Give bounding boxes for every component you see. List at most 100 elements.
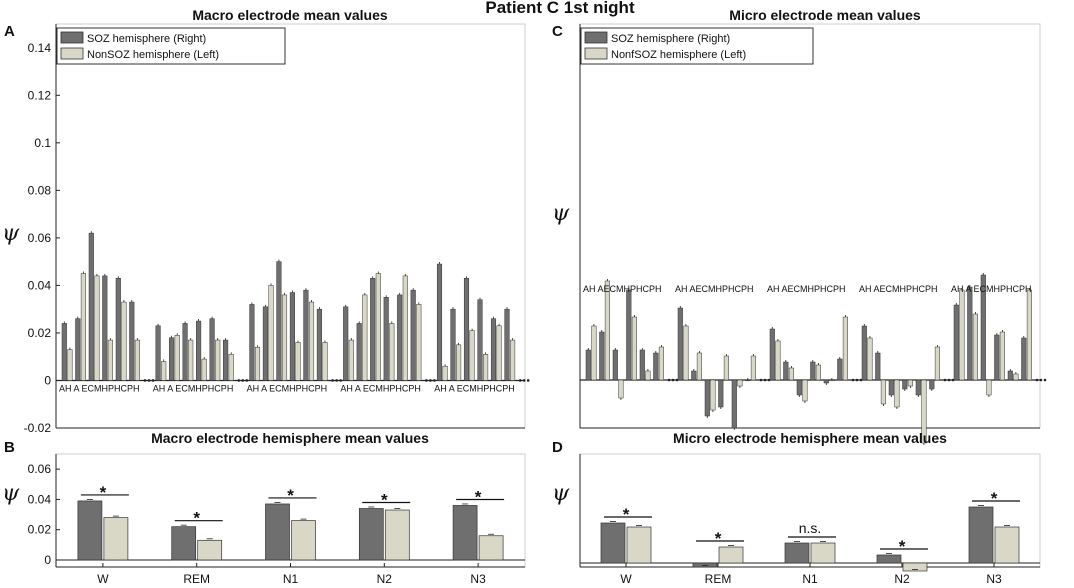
bar-n3-ah-soz: [436, 263, 443, 381]
x-tick-label-rem: REM: [183, 572, 210, 586]
separator-dot: [859, 378, 863, 382]
bar-n2-ec-nonsoz: [375, 273, 381, 381]
bar-w-ec-soz: [612, 349, 618, 381]
bar-w-nonsoz: [103, 517, 129, 561]
bar-w-a-nonsoz: [80, 273, 86, 381]
bar-w-phc-soz: [115, 278, 121, 381]
bar-n2-soz: [358, 508, 384, 561]
bar-n1-ph-soz: [837, 358, 843, 381]
region-labels-w: AH A ECMHPHCPH: [59, 383, 140, 393]
significance-star: *: [193, 509, 200, 528]
bar-n2-ph-soz: [410, 289, 416, 381]
x-tick-label-n1: N1: [802, 572, 818, 586]
bar-n1-ec-nonsoz: [281, 294, 288, 381]
panel-letter: C: [552, 23, 563, 40]
separator-dot: [143, 379, 147, 382]
bar-w-ah-nonsoz: [591, 325, 597, 381]
bar-w-ec-nonsoz: [618, 379, 624, 399]
bar-n2-mh-soz: [902, 379, 908, 390]
bar-n1-a-nonsoz: [268, 285, 274, 381]
bar-n2-phc-soz: [397, 294, 403, 381]
bar-n1-soz: [784, 542, 810, 564]
y-tick-label: 0.02: [28, 523, 52, 537]
legend-label-soz: SOZ hemisphere (Right): [87, 33, 206, 45]
bar-rem-ec-soz: [182, 323, 188, 381]
bar-w-mh-nonsoz: [631, 316, 637, 381]
bar-n3-ph-soz: [504, 308, 510, 381]
bar-rem-a-soz: [691, 370, 697, 381]
bar-n2-ph-nonsoz: [934, 346, 940, 381]
bar-n3-ah-soz: [953, 304, 959, 381]
separator-dot: [241, 379, 245, 382]
panel-title: Macro electrode hemisphere mean values: [151, 430, 429, 446]
x-tick-label-rem: REM: [705, 572, 732, 586]
significance-ns: n.s.: [799, 520, 822, 536]
bar-w-soz: [600, 522, 626, 564]
bar-w-nonsoz: [626, 526, 652, 564]
bar-rem-a-nonsoz: [174, 335, 180, 381]
region-labels-w: AH AECMHPHCPH: [583, 284, 662, 294]
bar-n3-ph-nonsoz: [510, 339, 516, 381]
separator-dot: [425, 379, 428, 382]
separator-dot: [518, 379, 522, 382]
y-tick-label: 0.06: [28, 231, 52, 245]
bar-n3-ec-nonsoz: [469, 330, 475, 381]
bar-n2-nonsoz: [902, 562, 928, 572]
bar-n1-ec-soz: [276, 261, 282, 381]
region-labels-n3: AH A ECMHPHCPH: [434, 383, 515, 393]
x-tick-label-w: W: [97, 572, 109, 586]
bar-rem-ah-nonsoz: [683, 325, 689, 381]
bar-n2-soz: [876, 554, 902, 564]
figure-title: Patient C 1st night: [485, 0, 635, 17]
bar-n2-phc-nonsoz: [402, 275, 408, 381]
bar-n1-ah-soz: [769, 328, 775, 381]
bar-n3-soz: [452, 505, 478, 561]
separator-dot: [763, 378, 767, 382]
significance-star: *: [100, 483, 107, 502]
y-tick-label: 0.12: [28, 88, 52, 102]
bar-n3-a-nonsoz: [456, 344, 462, 381]
bar-w-mh-nonsoz: [107, 339, 113, 381]
separator-dot: [522, 379, 526, 382]
panel-letter: A: [4, 23, 15, 40]
separator-dot: [1043, 378, 1047, 382]
significance-star: *: [899, 537, 906, 556]
separator-dot: [671, 378, 675, 382]
bar-rem-phc-soz: [731, 379, 737, 429]
bar-n2-ec-nonsoz: [894, 379, 900, 408]
bar-rem-nonsoz: [718, 546, 744, 564]
significance-star: *: [623, 505, 630, 524]
separator-dot: [335, 379, 338, 382]
panel-d-micro-hemisphere: Micro electrode hemisphere mean values Dψ…: [552, 430, 1041, 586]
bar-n1-ph-soz: [316, 308, 322, 381]
bar-w-ph-nonsoz: [134, 339, 140, 381]
bar-n2-ah-nonsoz: [867, 337, 873, 381]
separator-dot: [767, 378, 771, 382]
y-axis-label: ψ: [2, 221, 20, 246]
bar-w-a-soz: [75, 318, 81, 381]
bar-n3-mh-soz: [994, 334, 1000, 381]
bar-n2-nonsoz: [384, 509, 410, 561]
separator-dot: [851, 378, 855, 382]
region-labels-n2: AH AECMHPHCPH: [859, 284, 938, 294]
significance-star: *: [991, 489, 998, 508]
bar-n3-phc-nonsoz: [496, 325, 502, 381]
bar-n2-ph-soz: [929, 379, 935, 390]
bar-n3-ah-nonsoz: [442, 365, 448, 381]
bar-rem-ec-nonsoz: [710, 379, 716, 411]
separator-dot: [759, 378, 763, 382]
bar-n3-nonsoz: [478, 535, 504, 561]
panel-a-macro-means: Macro electrode mean values Aψ -0.02 0 0.02 0…: [2, 7, 530, 435]
y-axis-label: ψ: [552, 201, 570, 226]
bar-rem-ph-nonsoz: [750, 355, 756, 381]
bar-w-ph-soz: [129, 301, 135, 381]
bar-n3-mh-nonsoz: [999, 331, 1005, 381]
bar-n2-ah-soz: [861, 325, 867, 381]
panel-title: Macro electrode mean values: [192, 7, 388, 23]
bar-rem-nonsoz: [197, 539, 223, 561]
region-labels-n1: AH A ECMHPHCPH: [247, 383, 328, 393]
bar-n3-soz: [968, 506, 994, 564]
separator-dot: [951, 378, 955, 382]
separator-dot: [151, 379, 155, 382]
